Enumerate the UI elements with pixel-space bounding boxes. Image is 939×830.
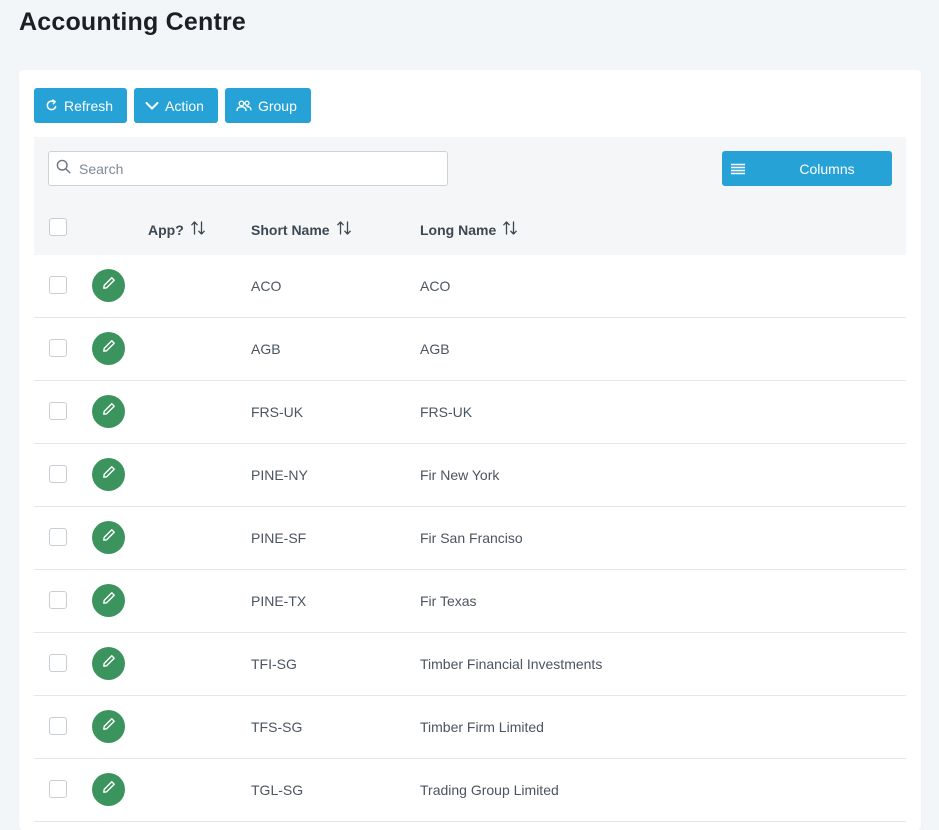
row-checkbox[interactable]: [49, 402, 67, 420]
row-checkbox[interactable]: [49, 717, 67, 735]
sort-arrows-icon[interactable]: [336, 220, 352, 239]
edit-button[interactable]: [92, 647, 125, 680]
long-name-cell: Fir Texas: [420, 593, 477, 609]
short-name-cell: PINE-TX: [251, 593, 307, 609]
group-button[interactable]: Group: [224, 88, 311, 123]
short-name-cell: TFI-SG: [251, 656, 297, 672]
search-icon: [49, 159, 71, 179]
edit-button[interactable]: [92, 710, 125, 743]
header-app[interactable]: App?: [148, 220, 206, 239]
short-name-cell: TFS-SG: [251, 719, 303, 735]
search-input[interactable]: [77, 159, 421, 178]
row-checkbox[interactable]: [49, 339, 67, 357]
search-box[interactable]: [48, 151, 448, 186]
edit-button[interactable]: [92, 395, 125, 428]
header-short-name-label: Short Name: [251, 221, 330, 238]
table-row: ACO ACO: [34, 255, 906, 318]
refresh-button-label: Refresh: [64, 97, 114, 114]
columns-button[interactable]: Columns: [722, 151, 892, 186]
select-all-checkbox[interactable]: [49, 218, 67, 236]
sort-arrows-icon[interactable]: [502, 220, 518, 239]
short-name-cell: AGB: [251, 341, 281, 357]
edit-button[interactable]: [92, 269, 125, 302]
table-header: App? Short Name Long Name: [34, 201, 906, 255]
row-checkbox[interactable]: [49, 780, 67, 798]
pencil-icon: [102, 402, 116, 421]
toolbar: Refresh Action Group: [34, 88, 311, 123]
short-name-cell: ACO: [251, 278, 282, 294]
accounting-table-card: Refresh Action Group Columns: [19, 70, 921, 830]
pencil-icon: [102, 780, 116, 799]
refresh-button[interactable]: Refresh: [34, 88, 128, 123]
short-name-cell: PINE-NY: [251, 467, 308, 483]
table-row: TGL-SG Trading Group Limited: [34, 759, 906, 822]
group-button-label: Group: [257, 97, 297, 114]
header-app-label: App?: [148, 221, 184, 238]
action-button[interactable]: Action: [134, 88, 218, 123]
sort-arrows-icon[interactable]: [190, 220, 206, 239]
list-lines-icon: [730, 162, 746, 178]
pencil-icon: [102, 339, 116, 358]
header-long-name-label: Long Name: [420, 221, 497, 238]
filter-bar: Columns: [34, 137, 906, 201]
pencil-icon: [102, 528, 116, 547]
long-name-cell: Trading Group Limited: [420, 782, 559, 798]
short-name-cell: FRS-UK: [251, 404, 304, 420]
long-name-cell: FRS-UK: [420, 404, 473, 420]
edit-button[interactable]: [92, 584, 125, 617]
row-checkbox[interactable]: [49, 654, 67, 672]
group-users-icon: [236, 100, 252, 112]
long-name-cell: Fir New York: [420, 467, 500, 483]
edit-button[interactable]: [92, 773, 125, 806]
edit-button[interactable]: [92, 332, 125, 365]
refresh-icon: [45, 99, 58, 112]
row-checkbox[interactable]: [49, 276, 67, 294]
table-row: TFI-SG Timber Financial Investments: [34, 633, 906, 696]
row-checkbox[interactable]: [49, 465, 67, 483]
page-title: Accounting Centre: [19, 8, 247, 36]
pencil-icon: [102, 717, 116, 736]
header-short-name[interactable]: Short Name: [251, 220, 352, 239]
pencil-icon: [102, 591, 116, 610]
row-checkbox[interactable]: [49, 591, 67, 609]
table-row: PINE-TX Fir Texas: [34, 570, 906, 633]
table-row: AGB AGB: [34, 318, 906, 381]
short-name-cell: PINE-SF: [251, 530, 307, 546]
pencil-icon: [102, 276, 116, 295]
table-row: FRS-UK FRS-UK: [34, 381, 906, 444]
action-button-label: Action: [165, 97, 204, 114]
edit-button[interactable]: [92, 458, 125, 491]
short-name-cell: TGL-SG: [251, 782, 304, 798]
columns-button-label: Columns: [799, 161, 855, 177]
long-name-cell: AGB: [420, 341, 450, 357]
edit-button[interactable]: [92, 521, 125, 554]
long-name-cell: Timber Financial Investments: [420, 656, 603, 672]
table-row: TFS-SG Timber Firm Limited: [34, 696, 906, 759]
pencil-icon: [102, 654, 116, 673]
long-name-cell: Timber Firm Limited: [420, 719, 544, 735]
header-long-name[interactable]: Long Name: [420, 220, 518, 239]
chevron-down-icon: [145, 101, 159, 111]
table-body: ACO ACO AGB AGB FRS-UK FRS-UK PINE-NY: [34, 255, 906, 822]
table-row: PINE-NY Fir New York: [34, 444, 906, 507]
long-name-cell: ACO: [420, 278, 451, 294]
table-row: PINE-SF Fir San Franciso: [34, 507, 906, 570]
pencil-icon: [102, 465, 116, 484]
row-checkbox[interactable]: [49, 528, 67, 546]
long-name-cell: Fir San Franciso: [420, 530, 523, 546]
